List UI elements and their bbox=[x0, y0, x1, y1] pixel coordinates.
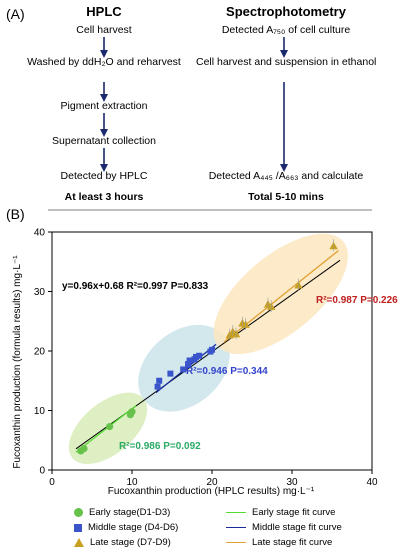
hplc-step-5: Detected by HPLC bbox=[60, 170, 148, 182]
hplc-step-4: Supernatant collection bbox=[52, 135, 156, 147]
middle-point bbox=[196, 352, 203, 359]
scatter-chart: 0 10 20 30 40 0 10 20 30 40 Fucoxanthin productio… bbox=[12, 228, 398, 498]
y-tick-label: 30 bbox=[34, 287, 46, 298]
y-tick-label: 20 bbox=[34, 347, 46, 358]
legend-line-icon bbox=[226, 512, 246, 513]
legend-line-icon bbox=[226, 542, 246, 543]
x-tick-label: 10 bbox=[126, 477, 138, 488]
middle-point bbox=[186, 357, 193, 364]
middle-point bbox=[156, 377, 163, 384]
middle-point bbox=[185, 361, 191, 368]
x-tick-label: 30 bbox=[286, 477, 298, 488]
late-fit-annotation: R²=0.987 P=0.226 bbox=[316, 295, 398, 306]
legend-early: Early stage(D1-D3) bbox=[74, 507, 170, 518]
early-fit-annotation: R²=0.986 P=0.092 bbox=[119, 441, 201, 452]
y-axis-label: Fucoxanthin production (formula results)… bbox=[12, 255, 23, 469]
stage-fit-line bbox=[75, 405, 137, 453]
spectro-step-1: Detected A₇₅₀ of cell culture bbox=[221, 24, 351, 36]
panel-a-label: (A) bbox=[6, 6, 25, 22]
legend-circle-icon bbox=[74, 508, 83, 517]
middle-point bbox=[193, 353, 199, 360]
middle-point bbox=[154, 383, 161, 390]
spectro-step-3: Detected A₄₄₅ /A₆₆₃ and calculate bbox=[208, 170, 364, 182]
hplc-step-3: Pigment extraction bbox=[60, 100, 148, 112]
early-point bbox=[80, 444, 88, 453]
hplc-step-1: Cell harvest bbox=[76, 24, 132, 36]
panel-b-label: (B) bbox=[6, 206, 25, 222]
legend-line-icon bbox=[226, 527, 246, 528]
spectro-time: Total 5-10 mins bbox=[248, 191, 324, 203]
middle-point bbox=[209, 346, 215, 353]
legend-late: Late stage (D7-D9) bbox=[74, 537, 171, 548]
x-tick-label: 20 bbox=[206, 477, 218, 488]
hplc-time: At least 3 hours bbox=[64, 191, 144, 203]
middle-point bbox=[167, 370, 174, 377]
x-axis-label: Fucoxanthin production (HPLC results) mg… bbox=[108, 486, 315, 497]
flow-arrows bbox=[48, 37, 372, 211]
legend-middle-fit: Middle stage fit curve bbox=[226, 522, 342, 533]
hplc-step-2: Washed by ddH₂O and reharvest bbox=[27, 56, 181, 68]
early-point bbox=[106, 422, 114, 431]
spectro-step-2: Cell harvest and suspension in ethanol bbox=[196, 56, 377, 68]
legend-square-icon bbox=[74, 523, 82, 532]
middle-point bbox=[180, 366, 187, 373]
legend-middle: Middle stage (D4-D6) bbox=[74, 522, 178, 533]
legend-triangle-icon bbox=[74, 538, 84, 547]
spectro-title: Spectrophotometry bbox=[226, 4, 346, 19]
legend-early-fit: Early stage fit curve bbox=[226, 507, 335, 518]
x-tick-label: 40 bbox=[366, 477, 378, 488]
overall-fit-annotation: y=0.96x+0.68 R²=0.997 P=0.833 bbox=[62, 281, 209, 292]
legend-late-fit: Late stage fit curve bbox=[226, 537, 332, 548]
y-tick-label: 0 bbox=[39, 466, 45, 477]
y-tick-label: 40 bbox=[34, 228, 46, 239]
early-point bbox=[128, 408, 136, 416]
middle-fit-annotation: R²=0.946 P=0.344 bbox=[186, 366, 268, 377]
y-tick-label: 10 bbox=[34, 406, 46, 417]
x-tick-label: 0 bbox=[49, 477, 55, 488]
hplc-title: HPLC bbox=[86, 4, 122, 19]
